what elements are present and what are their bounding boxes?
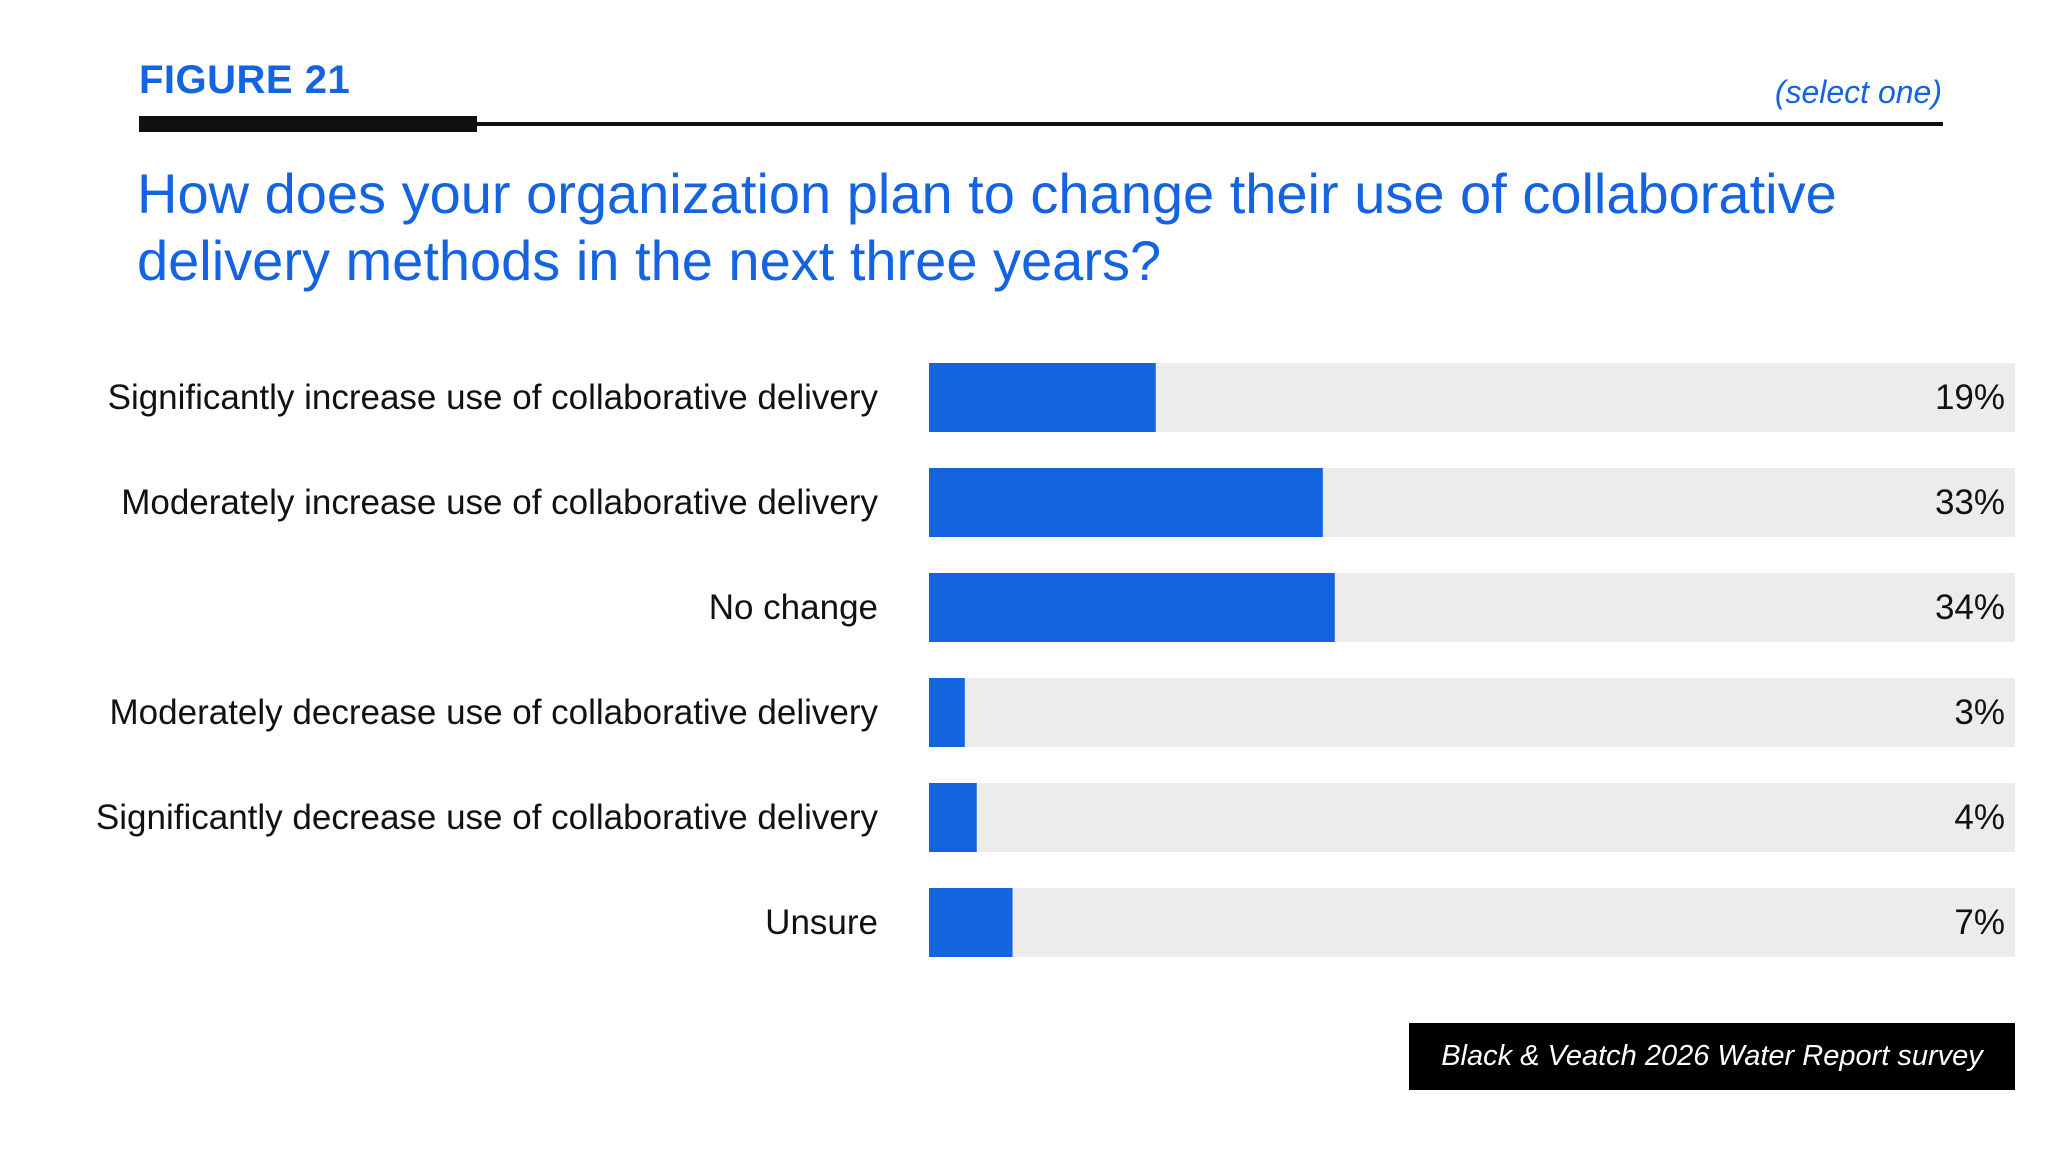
bar bbox=[929, 678, 965, 747]
category-label: Moderately decrease use of collaborative… bbox=[110, 693, 879, 732]
select-hint: (select one) bbox=[1774, 74, 1942, 110]
category-label: No change bbox=[709, 588, 878, 627]
value-label: 33% bbox=[1935, 483, 2005, 522]
figure-label: FIGURE 21 bbox=[139, 58, 351, 102]
bar bbox=[929, 783, 977, 852]
header-rule-accent bbox=[139, 116, 477, 132]
value-label: 34% bbox=[1935, 588, 2005, 627]
bar-track bbox=[929, 783, 2015, 852]
category-label: Significantly increase use of collaborat… bbox=[108, 378, 879, 417]
bar-chart: Significantly increase use of collaborat… bbox=[96, 363, 2015, 957]
value-label: 3% bbox=[1954, 693, 2005, 732]
source-note: Black & Veatch 2026 Water Report survey bbox=[1409, 1023, 2015, 1090]
category-label: Significantly decrease use of collaborat… bbox=[96, 798, 879, 837]
bar-track bbox=[929, 888, 2015, 957]
bar bbox=[929, 363, 1156, 432]
value-label: 4% bbox=[1954, 798, 2005, 837]
category-label: Moderately increase use of collaborative… bbox=[121, 483, 878, 522]
header-rule bbox=[139, 122, 1943, 126]
bar bbox=[929, 888, 1013, 957]
bar bbox=[929, 468, 1323, 537]
question-title: How does your organization plan to chang… bbox=[137, 162, 1837, 292]
value-label: 7% bbox=[1954, 903, 2005, 942]
bar-track bbox=[929, 678, 2015, 747]
bar bbox=[929, 573, 1335, 642]
category-label: Unsure bbox=[765, 903, 878, 942]
value-label: 19% bbox=[1935, 378, 2005, 417]
